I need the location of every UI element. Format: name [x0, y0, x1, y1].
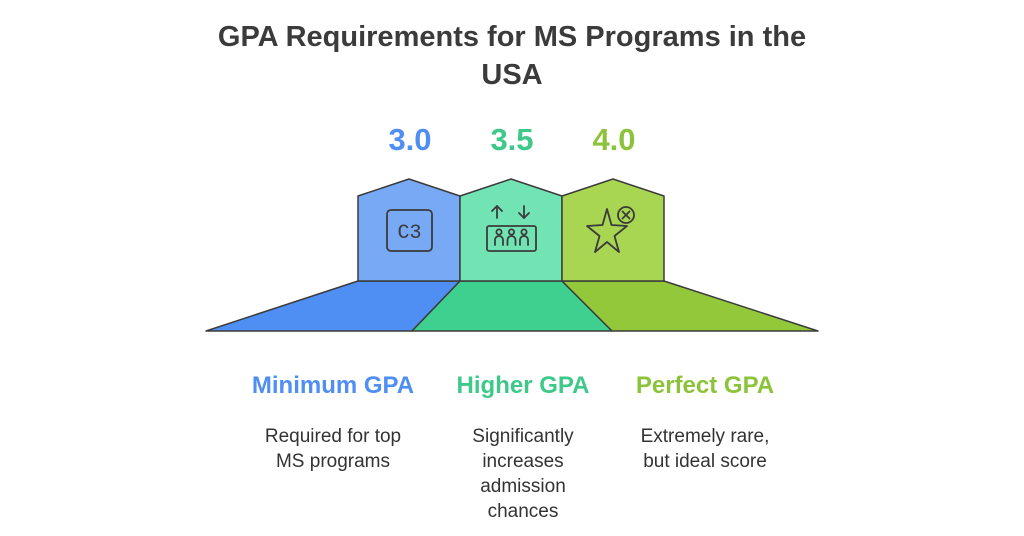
label-minimum-gpa: Minimum GPA — [251, 372, 415, 399]
svg-text:C3: C3 — [397, 222, 421, 245]
gpa-value-minimum: 3.0 — [388, 122, 432, 157]
pillar-perfect — [561, 178, 665, 282]
c3-icon: C3 — [386, 209, 433, 252]
desc-perfect-gpa: Extremely rare, but ideal score — [640, 426, 770, 472]
page-title: GPA Requirements for MS Programs in the … — [217, 21, 807, 91]
desc-higher-gpa: Significantly increases admission chance… — [472, 426, 574, 522]
star-x-icon — [586, 206, 635, 253]
gpa-value-perfect: 4.0 — [592, 122, 636, 157]
elevator-icon — [486, 205, 537, 252]
label-perfect-gpa: Perfect GPA — [635, 372, 775, 399]
desc-minimum-gpa: Required for top MS programs — [264, 426, 402, 472]
label-higher-gpa: Higher GPA — [456, 372, 590, 399]
gpa-value-higher: 3.5 — [490, 122, 534, 157]
